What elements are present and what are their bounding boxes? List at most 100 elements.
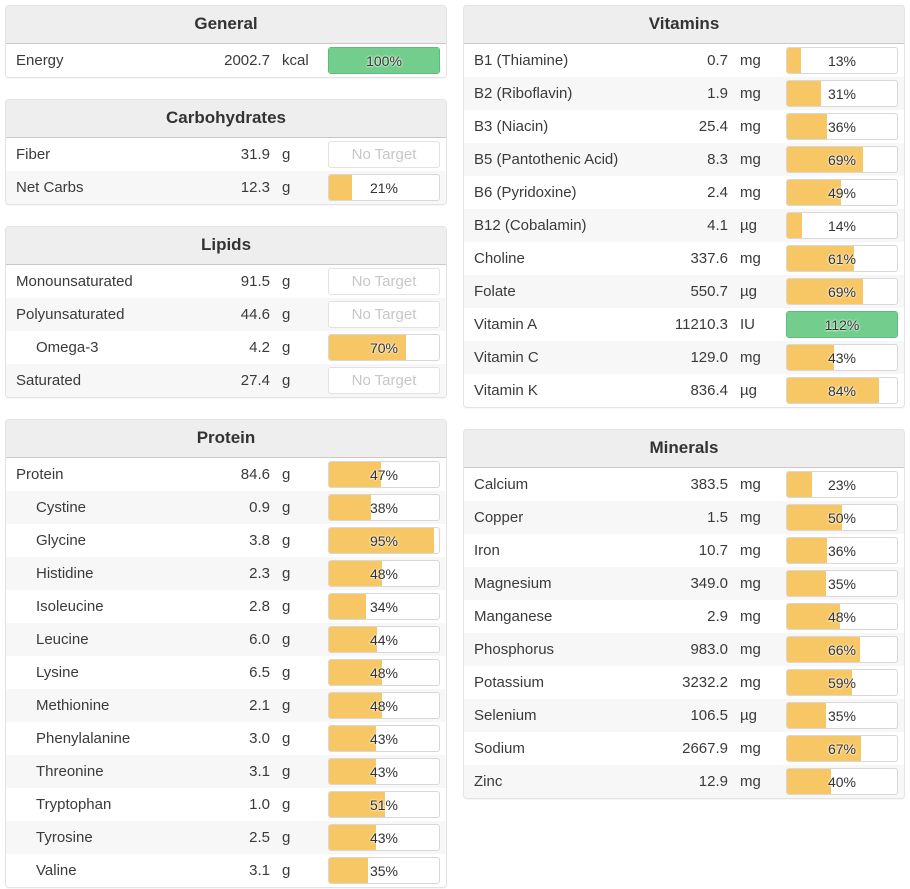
nutrient-row[interactable]: Copper 1.5 mg 50%: [464, 501, 904, 534]
nutrient-row[interactable]: Valine 3.1 g 35%: [6, 854, 446, 887]
nutrient-row[interactable]: Fiber 31.9 g No Target: [6, 138, 446, 171]
no-target-label: No Target: [351, 306, 417, 323]
progress-fill: [787, 312, 897, 337]
nutrient-row[interactable]: Calcium 383.5 mg 23%: [464, 468, 904, 501]
progress-fill: [329, 660, 382, 685]
progress-fill: [787, 769, 831, 794]
nutrient-row[interactable]: Zinc 12.9 mg 40%: [464, 765, 904, 798]
nutrient-row[interactable]: Vitamin A 11210.3 IU 112%: [464, 308, 904, 341]
panel-general: General Energy 2002.7 kcal 100%: [5, 5, 447, 78]
nutrient-row[interactable]: Saturated 27.4 g No Target: [6, 364, 446, 397]
nutrient-unit: g: [282, 763, 291, 780]
nutrient-row[interactable]: Cystine 0.9 g 38%: [6, 491, 446, 524]
nutrient-unit: mg: [740, 52, 761, 69]
nutrient-row[interactable]: Folate 550.7 µg 69%: [464, 275, 904, 308]
nutrient-unit: mg: [740, 509, 761, 526]
progress-fill: [329, 759, 377, 784]
nutrient-unit: g: [282, 179, 291, 196]
nutrient-row[interactable]: Leucine 6.0 g 44%: [6, 623, 446, 656]
target-progress-bar: 51%: [328, 791, 440, 818]
nutrient-row[interactable]: Energy 2002.7 kcal 100%: [6, 44, 446, 77]
nutrient-row[interactable]: B1 (Thiamine) 0.7 mg 13%: [464, 44, 904, 77]
nutrient-value: 0.9: [249, 499, 270, 516]
progress-percent-label: 31%: [827, 85, 857, 102]
nutrient-row[interactable]: B3 (Niacin) 25.4 mg 36%: [464, 110, 904, 143]
nutrient-row[interactable]: Histidine 2.3 g 48%: [6, 557, 446, 590]
progress-percent-label: 38%: [369, 499, 399, 516]
nutrient-unit: g: [282, 146, 291, 163]
nutrient-row[interactable]: Monounsaturated 91.5 g No Target: [6, 265, 446, 298]
panel-rows: Energy 2002.7 kcal 100%: [6, 44, 446, 77]
nutrient-unit: g: [282, 499, 291, 516]
nutrient-row[interactable]: Isoleucine 2.8 g 34%: [6, 590, 446, 623]
nutrient-value: 44.6: [240, 306, 270, 323]
nutrient-row[interactable]: Tyrosine 2.5 g 43%: [6, 821, 446, 854]
nutrient-row[interactable]: Manganese 2.9 mg 48%: [464, 600, 904, 633]
nutrient-row[interactable]: Iron 10.7 mg 36%: [464, 534, 904, 567]
nutrient-label: Vitamin A: [474, 316, 538, 333]
progress-percent-label: 35%: [827, 707, 857, 724]
nutrient-row[interactable]: B2 (Riboflavin) 1.9 mg 31%: [464, 77, 904, 110]
nutrient-value: 10.7: [698, 542, 728, 559]
panel-carbohydrates: Carbohydrates Fiber 31.9 g No Target Net Carb…: [5, 99, 447, 205]
progress-fill: [329, 48, 439, 73]
nutrient-label: Phosphorus: [474, 641, 555, 658]
nutrient-row[interactable]: B6 (Pyridoxine) 2.4 mg 49%: [464, 176, 904, 209]
progress-percent-label: 36%: [827, 542, 857, 559]
progress-fill: [787, 279, 863, 304]
nutrient-value: 6.0: [249, 631, 270, 648]
nutrient-row[interactable]: Lysine 6.5 g 48%: [6, 656, 446, 689]
progress-percent-label: 23%: [827, 476, 857, 493]
nutrient-row[interactable]: B12 (Cobalamin) 4.1 µg 14%: [464, 209, 904, 242]
progress-fill: [787, 114, 827, 139]
nutrient-row[interactable]: Methionine 2.1 g 48%: [6, 689, 446, 722]
nutrient-row[interactable]: Sodium 2667.9 mg 67%: [464, 732, 904, 765]
target-progress-bar: No Target: [328, 301, 440, 328]
nutrient-row[interactable]: B5 (Pantothenic Acid) 8.3 mg 69%: [464, 143, 904, 176]
nutrient-label: Methionine: [36, 697, 110, 714]
nutrient-unit: mg: [740, 608, 761, 625]
nutrient-row[interactable]: Choline 337.6 mg 61%: [464, 242, 904, 275]
nutrient-row[interactable]: Polyunsaturated 44.6 g No Target: [6, 298, 446, 331]
target-progress-bar: 48%: [328, 659, 440, 686]
progress-percent-label: 48%: [369, 664, 399, 681]
nutrient-label: Manganese: [474, 608, 553, 625]
nutrient-label: Selenium: [474, 707, 537, 724]
nutrient-row[interactable]: Omega-3 4.2 g 70%: [6, 331, 446, 364]
progress-percent-label: 47%: [369, 466, 399, 483]
panel-rows: B1 (Thiamine) 0.7 mg 13% B2 (Riboflavin) 1.9 m…: [464, 44, 904, 407]
nutrient-row[interactable]: Potassium 3232.2 mg 59%: [464, 666, 904, 699]
target-progress-bar: 43%: [328, 824, 440, 851]
progress-fill: [787, 378, 880, 403]
progress-percent-label: 51%: [369, 796, 399, 813]
progress-percent-label: 66%: [827, 641, 857, 658]
nutrient-label: Valine: [36, 862, 77, 879]
nutrient-row[interactable]: Glycine 3.8 g 95%: [6, 524, 446, 557]
target-progress-bar: No Target: [328, 367, 440, 394]
nutrient-label: B12 (Cobalamin): [474, 217, 587, 234]
nutrient-value: 8.3: [707, 151, 728, 168]
nutrient-value: 337.6: [690, 250, 728, 267]
no-target-label: No Target: [351, 372, 417, 389]
nutrient-row[interactable]: Tryptophan 1.0 g 51%: [6, 788, 446, 821]
nutrient-row[interactable]: Vitamin K 836.4 µg 84%: [464, 374, 904, 407]
nutrient-row[interactable]: Protein 84.6 g 47%: [6, 458, 446, 491]
nutrient-row[interactable]: Phenylalanine 3.0 g 43%: [6, 722, 446, 755]
nutrient-row[interactable]: Phosphorus 983.0 mg 66%: [464, 633, 904, 666]
nutrient-row[interactable]: Threonine 3.1 g 43%: [6, 755, 446, 788]
progress-percent-label: 112%: [824, 316, 860, 333]
nutrient-row[interactable]: Net Carbs 12.3 g 21%: [6, 171, 446, 204]
progress-percent-label: 43%: [369, 730, 399, 747]
nutrient-value: 4.2: [249, 339, 270, 356]
nutrient-unit: mg: [740, 151, 761, 168]
target-progress-bar: 44%: [328, 626, 440, 653]
progress-percent-label: 35%: [369, 862, 399, 879]
nutrient-label: Lysine: [36, 664, 79, 681]
nutrient-row[interactable]: Magnesium 349.0 mg 35%: [464, 567, 904, 600]
nutrient-row[interactable]: Vitamin C 129.0 mg 43%: [464, 341, 904, 374]
nutrient-label: Tryptophan: [36, 796, 112, 813]
progress-fill: [787, 637, 860, 662]
nutrient-unit: g: [282, 339, 291, 356]
nutrient-row[interactable]: Selenium 106.5 µg 35%: [464, 699, 904, 732]
progress-fill: [329, 693, 382, 718]
